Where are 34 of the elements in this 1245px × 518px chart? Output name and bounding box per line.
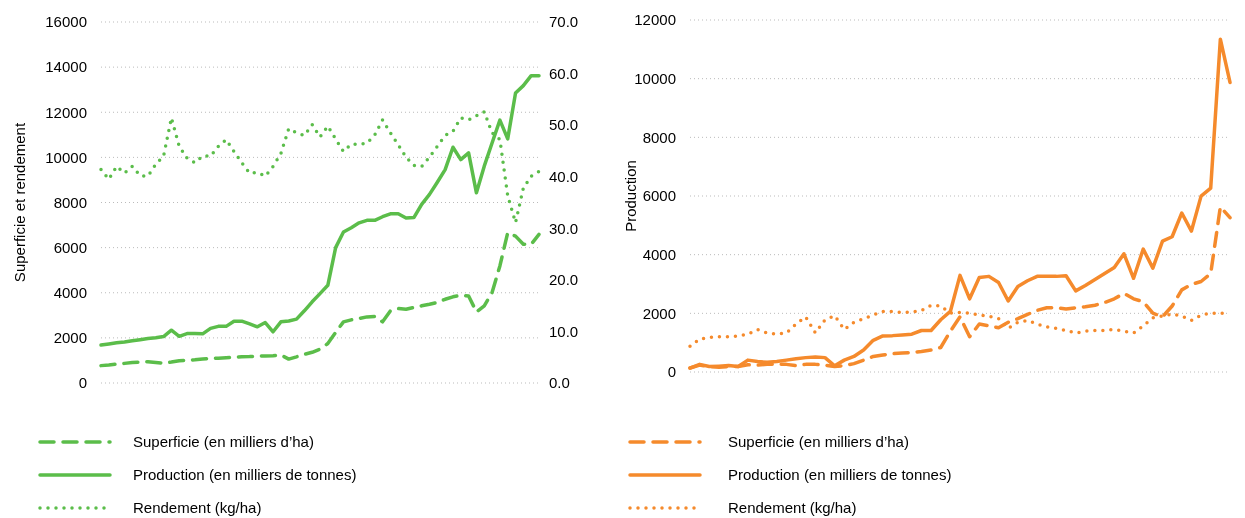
y-axis-title: Production [622,160,639,232]
y-tick-label: 16000 [45,13,87,31]
y-tick-label: 6000 [53,238,87,256]
legend-label: Rendement (kg/ha) [133,499,262,517]
y2-tick-label: 10.0 [549,322,579,340]
y-axis-title: Superficie et rendement [11,122,28,283]
y2-tick-label: 70.0 [549,13,579,31]
y-tick-label: 4000 [642,245,676,263]
line-series [99,230,541,368]
y-tick-label: 14000 [45,58,87,76]
y2-tick-label: 60.0 [549,64,579,82]
y-tick-label: 0 [667,363,676,381]
legend-label: Production (en milliers de tonnes) [133,466,357,484]
legend-label: Superficie (en milliers d’ha) [133,433,314,451]
legend-label: Production (en milliers de tonnes) [728,466,952,484]
y2-tick-label: 50.0 [549,116,579,134]
y-tick-label: 8000 [642,128,676,146]
y-tick-label: 10000 [634,69,676,87]
line-series [99,73,541,347]
y-tick-label: 2000 [53,329,87,347]
y-tick-label: 4000 [53,284,87,301]
y-tick-label: 2000 [642,304,676,322]
y2-tick-label: 20.0 [549,271,579,289]
y-tick-label: 12000 [634,11,676,29]
y2-tick-label: 0.0 [549,374,570,392]
y-tick-label: 0 [78,374,87,392]
y2-tick-label: 30.0 [549,219,579,237]
y-tick-label: 10000 [45,148,87,166]
legend-label: Superficie (en milliers d’ha) [728,433,909,451]
y-tick-label: 12000 [45,103,87,121]
legend-label: Rendement (kg/ha) [728,499,857,517]
y-tick-label: 6000 [642,187,676,205]
y-tick-label: 8000 [53,193,87,211]
y2-tick-label: 40.0 [549,167,579,185]
